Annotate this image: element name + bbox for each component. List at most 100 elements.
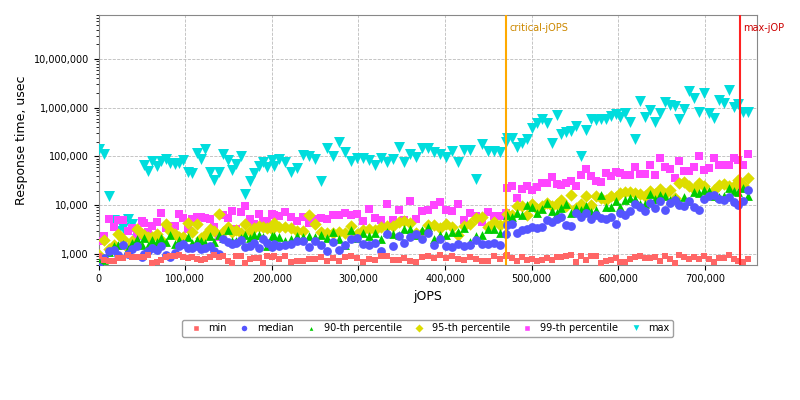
Point	[629, 136, 642, 142]
Point	[574, 172, 587, 178]
Point	[212, 169, 225, 175]
Point	[168, 161, 181, 168]
Point	[511, 210, 524, 216]
Point	[345, 158, 358, 164]
Point	[702, 255, 715, 262]
Point	[712, 162, 725, 168]
Point	[309, 238, 322, 244]
Point	[102, 258, 115, 264]
Point	[177, 254, 190, 260]
Point	[374, 154, 387, 161]
Point	[494, 242, 506, 248]
Point	[693, 190, 706, 196]
Point	[345, 252, 358, 259]
Point	[239, 221, 252, 228]
Point	[550, 210, 563, 216]
Point	[585, 208, 598, 215]
Point	[137, 235, 150, 241]
Point	[614, 190, 627, 196]
Point	[718, 193, 730, 199]
Point	[194, 235, 207, 242]
Point	[142, 252, 154, 258]
Point	[516, 212, 529, 219]
Point	[619, 110, 632, 116]
Point	[732, 156, 745, 163]
Point	[594, 260, 607, 266]
Point	[494, 149, 506, 156]
Point	[226, 208, 238, 214]
Point	[530, 225, 543, 232]
Point	[208, 248, 221, 254]
Point	[624, 195, 637, 201]
Point	[673, 180, 686, 186]
Point	[712, 194, 725, 200]
Point	[217, 229, 230, 235]
Point	[452, 232, 465, 238]
Point	[732, 177, 745, 183]
Point	[535, 224, 548, 231]
Point	[629, 201, 642, 207]
Point	[594, 214, 607, 221]
Point	[392, 232, 405, 238]
Point	[257, 236, 270, 242]
Point	[217, 151, 230, 157]
Point	[501, 212, 514, 218]
Point	[392, 207, 405, 214]
Point	[303, 153, 316, 159]
Point	[135, 253, 148, 260]
Point	[208, 224, 221, 230]
Point	[458, 222, 470, 229]
Point	[511, 258, 524, 264]
Point	[386, 230, 399, 237]
Point	[374, 224, 387, 230]
Point	[434, 150, 446, 157]
Point	[463, 238, 476, 245]
X-axis label: jOPS: jOPS	[414, 290, 442, 303]
Point	[590, 211, 602, 218]
Point	[173, 234, 186, 240]
Point	[530, 184, 543, 190]
Point	[742, 151, 754, 157]
Point	[683, 182, 696, 189]
Point	[599, 216, 612, 222]
Point	[321, 230, 334, 236]
Point	[309, 256, 322, 262]
Point	[550, 112, 563, 118]
Point	[693, 256, 706, 262]
Point	[501, 211, 514, 217]
Point	[494, 222, 506, 228]
Point	[368, 256, 381, 263]
Point	[668, 195, 681, 201]
Point	[487, 148, 500, 154]
Point	[629, 164, 642, 170]
Point	[585, 216, 598, 222]
Point	[732, 188, 745, 195]
Point	[614, 259, 627, 266]
Point	[338, 254, 351, 260]
Point	[574, 206, 587, 213]
Point	[727, 188, 740, 194]
Point	[634, 253, 646, 259]
Point	[580, 193, 593, 200]
Point	[446, 252, 458, 259]
Point	[190, 256, 203, 262]
Point	[303, 244, 316, 250]
Point	[117, 217, 130, 224]
Point	[107, 258, 120, 264]
Point	[350, 235, 363, 241]
Point	[386, 243, 399, 249]
Point	[727, 104, 740, 110]
Point	[135, 254, 148, 261]
Point	[742, 175, 754, 182]
Point	[350, 235, 363, 241]
Point	[693, 180, 706, 186]
Point	[164, 222, 177, 229]
Point	[526, 256, 538, 262]
Point	[279, 238, 292, 244]
Point	[658, 99, 671, 106]
Point	[511, 230, 524, 236]
Point	[574, 214, 587, 220]
Point	[737, 198, 750, 204]
Point	[291, 258, 304, 264]
Point	[338, 149, 351, 155]
